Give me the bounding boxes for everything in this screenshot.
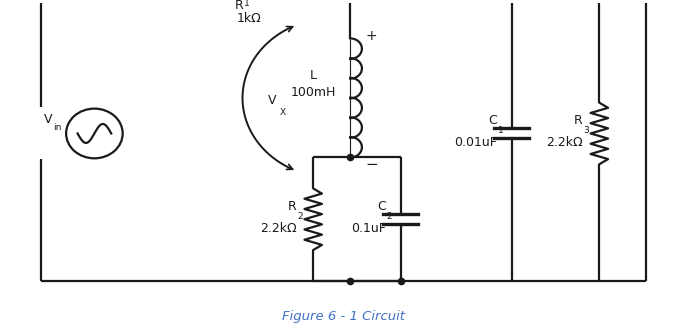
- Text: +: +: [365, 30, 376, 43]
- Text: Figure 6 - 1 Circuit: Figure 6 - 1 Circuit: [282, 310, 405, 323]
- Text: 0.01uF: 0.01uF: [454, 136, 497, 149]
- Text: L: L: [310, 69, 317, 82]
- Text: 0.1uF: 0.1uF: [351, 221, 386, 235]
- Text: C: C: [377, 200, 386, 213]
- Text: X: X: [280, 108, 286, 117]
- Text: 2.2kΩ: 2.2kΩ: [260, 221, 296, 235]
- Text: R: R: [574, 114, 583, 127]
- Text: 1: 1: [244, 0, 249, 8]
- Text: V: V: [268, 94, 276, 108]
- Text: 2: 2: [297, 211, 303, 220]
- Text: 2: 2: [387, 211, 392, 220]
- Text: 3: 3: [583, 126, 589, 135]
- Text: −: −: [365, 157, 378, 172]
- Text: R: R: [288, 200, 296, 213]
- Text: R: R: [235, 0, 244, 12]
- Text: 100mH: 100mH: [291, 86, 336, 99]
- Text: V: V: [44, 113, 53, 126]
- Text: 2.2kΩ: 2.2kΩ: [546, 136, 583, 149]
- Text: C: C: [488, 114, 497, 127]
- Text: in: in: [54, 123, 62, 132]
- Text: 1: 1: [497, 126, 504, 135]
- Text: 1kΩ: 1kΩ: [237, 12, 262, 25]
